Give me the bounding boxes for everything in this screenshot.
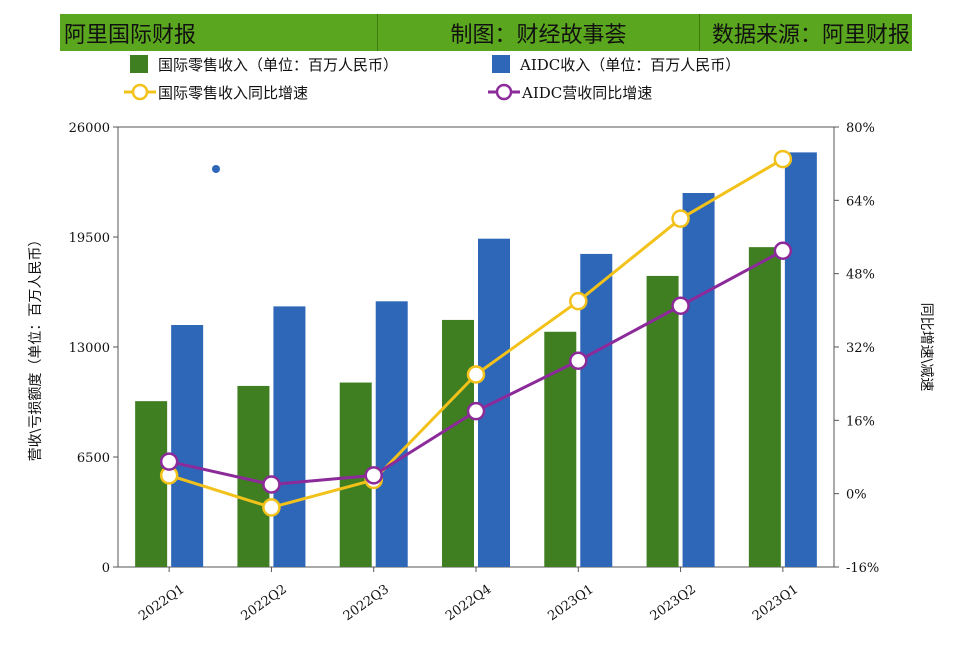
right-axis-tick-label: 48%: [846, 268, 875, 283]
x-axis-tick-label: 2022Q4: [443, 582, 494, 624]
left-axis-tick-label: 6500: [77, 451, 110, 466]
legend-swatch-intl-revenue: [130, 55, 148, 73]
legend: 国际零售收入（单位：百万人民币） AIDC收入（单位：百万人民币） 国际零售收入…: [124, 55, 740, 102]
right-axis-tick-label: 0%: [846, 488, 867, 503]
left-axis-tick-label: 0: [102, 561, 110, 576]
intl-revenue-bar: [646, 275, 679, 567]
aidc-revenue-bar: [273, 306, 306, 567]
x-axis-tick-label: 2022Q2: [239, 582, 290, 624]
aidc-growth-point: [159, 452, 179, 471]
x-axis-tick-label: 2023Q1: [750, 582, 801, 624]
aidc-growth-point: [364, 466, 383, 485]
intl-growth-point: [773, 149, 793, 169]
legend-marker-aidc-growth: [495, 83, 513, 101]
banner-data-source: 数据来源：阿里财报: [711, 22, 910, 48]
legend-label-intl-revenue: 国际零售收入（单位：百万人民币）: [158, 56, 398, 74]
legend-swatch-aidc-revenue: [492, 55, 510, 73]
legend-label-aidc-growth: AIDC营收同比增速: [521, 84, 652, 102]
line-marks: [159, 149, 793, 517]
intl-revenue-bar: [135, 401, 168, 567]
legend-label-intl-growth: 国际零售收入同比增速: [158, 84, 308, 102]
intl-growth-point: [262, 498, 281, 517]
left-axis-ticks: 26000 19500 13000 6500 0: [69, 121, 118, 576]
intl-growth-point: [466, 365, 486, 384]
aidc-growth-point: [671, 296, 690, 315]
y-axis-title-left: 营收\亏损额度（单位：百万人民币）: [28, 233, 44, 462]
aidc-revenue-bar: [682, 193, 715, 567]
chart-header-banner: 阿里国际财报 制图：财经故事荟 数据来源：阿里财报: [60, 14, 912, 51]
left-axis-tick-label: 19500: [69, 231, 110, 246]
x-axis-tick-label: 2023Q1: [545, 582, 596, 624]
x-axis-tick-label: 2022Q3: [341, 582, 392, 624]
x-axis-tick-label: 2023Q2: [648, 582, 699, 624]
right-axis-tick-label: -16%: [846, 561, 879, 576]
aidc-growth-point: [773, 241, 793, 260]
bar-marks: [135, 152, 817, 567]
left-axis-tick-label: 13000: [69, 341, 110, 356]
right-axis-tick-label: 16%: [846, 414, 875, 429]
banner-made-by: 制图：财经故事荟: [378, 14, 700, 51]
right-axis-ticks: 80% 64% 48% 32% 16% 0% -16%: [834, 121, 879, 576]
aidc-growth-point: [262, 475, 281, 494]
intl-revenue-bar: [237, 385, 270, 567]
y-axis-title-right: 同比增速\减速: [918, 303, 934, 392]
intl-revenue-bar: [748, 247, 781, 567]
aidc-revenue-bar: [171, 325, 204, 567]
intl-growth-point: [569, 291, 588, 311]
aidc-revenue-bar: [784, 152, 817, 567]
aidc-growth-point: [466, 401, 486, 421]
right-axis-tick-label: 32%: [846, 341, 875, 356]
aidc-growth-point: [569, 351, 588, 370]
banner-title: 阿里国际财报: [60, 14, 378, 51]
x-axis-ticks: 2022Q1 2022Q2 2022Q3 2022Q4 2023Q1 2023Q2 2023…: [136, 567, 801, 624]
legend-marker-intl-growth: [131, 83, 149, 101]
intl-growth-point: [671, 209, 690, 228]
x-axis-tick-label: 2022Q1: [136, 582, 187, 624]
aidc-revenue-bar: [375, 301, 408, 567]
left-axis-tick-label: 26000: [69, 121, 110, 136]
legend-label-aidc-revenue: AIDC收入（单位：百万人民币）: [519, 56, 740, 74]
intl-revenue-bar: [544, 331, 577, 567]
right-axis-tick-label: 80%: [846, 121, 875, 136]
right-axis-tick-label: 64%: [846, 194, 875, 209]
intl-revenue-bar: [442, 319, 474, 567]
stray-dot: [212, 165, 220, 173]
